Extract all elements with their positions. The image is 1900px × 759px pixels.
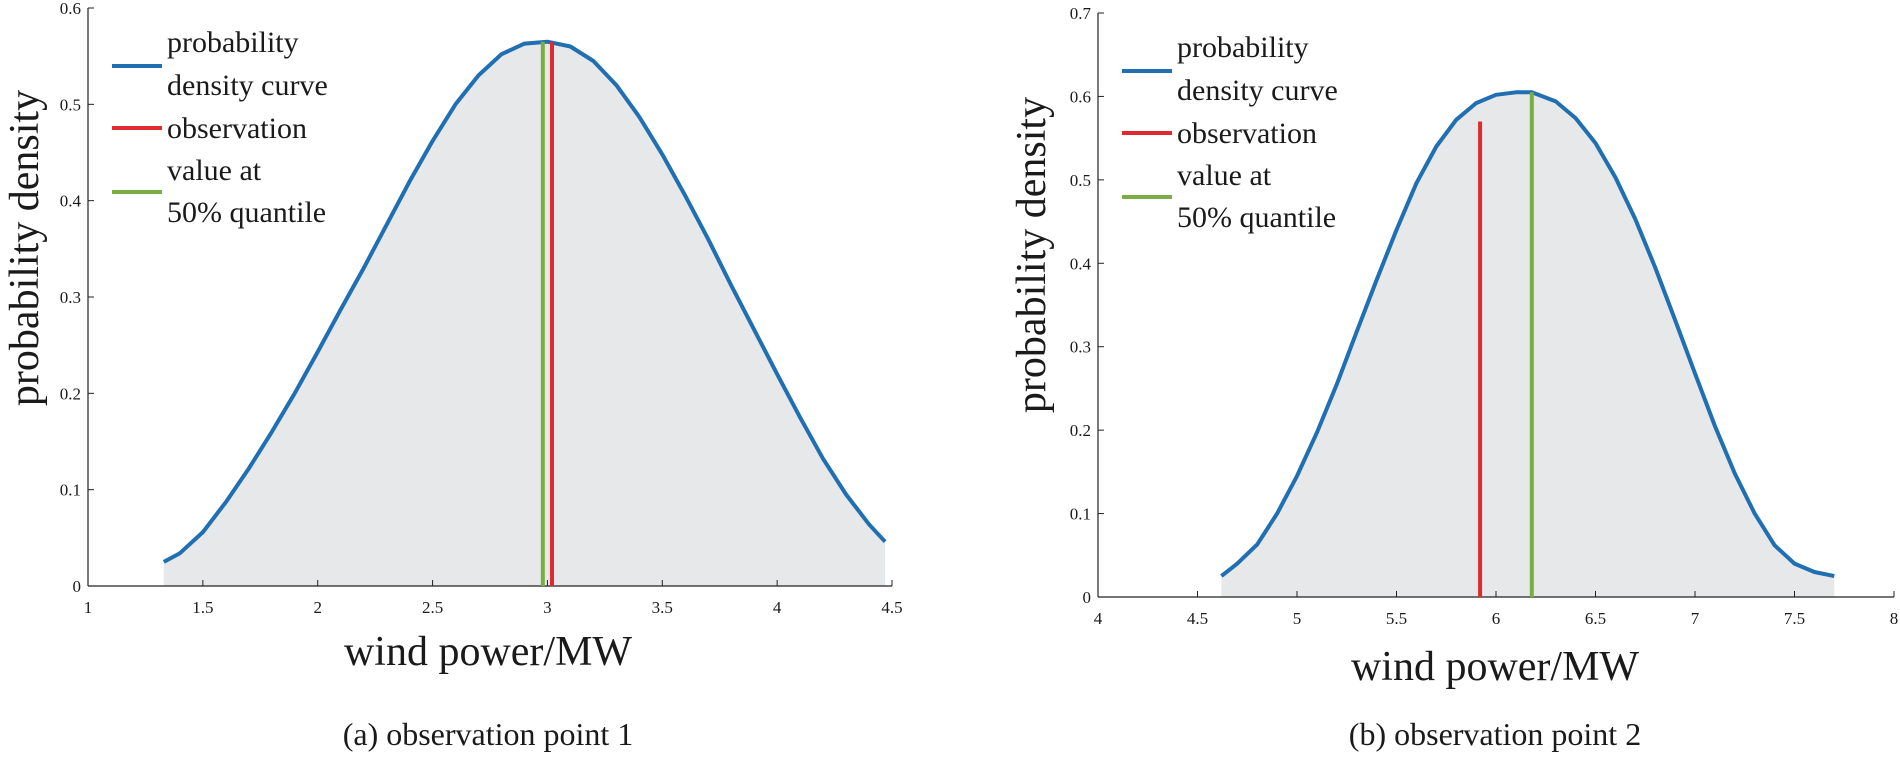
density-curve-line xyxy=(1220,90,1835,579)
tick-labels: 4 4.5 5 5.5 6 6.5 7 7.5 8 0 0.1 0.2 0.3 0.4 0.5 0.6 0.7 xyxy=(1070,4,1899,628)
legend-label: value at xyxy=(167,154,262,187)
y-tick-label: 0 xyxy=(73,577,82,596)
x-tick-label: 2 xyxy=(313,598,322,617)
y-tick-label: 0.2 xyxy=(60,384,81,403)
x-tick-label: 4 xyxy=(1094,609,1103,628)
axes xyxy=(87,7,893,587)
x-tick-label: 3.5 xyxy=(652,598,673,617)
legend: probability density curve observation value… xyxy=(1122,31,1338,234)
y-tick-label: 0.3 xyxy=(60,288,81,307)
x-tick-label: 4 xyxy=(773,598,782,617)
y-tick-label: 0.1 xyxy=(1070,505,1091,524)
y-tick-label: 0 xyxy=(1083,588,1092,607)
x-tick-label: 3 xyxy=(543,598,552,617)
tick-labels: 1 1.5 2 2.5 3 3.5 4 4.5 0 0.1 0.2 0.3 0.4 0.5 0.6 xyxy=(60,0,903,617)
y-tick-label: 0.2 xyxy=(1070,421,1091,440)
x-tick-label: 6.5 xyxy=(1585,609,1606,628)
x-tick-label: 6 xyxy=(1492,609,1501,628)
legend-label: observation xyxy=(1177,117,1317,150)
y-tick-label: 0.6 xyxy=(60,0,81,18)
x-tick-label: 1 xyxy=(84,598,93,617)
density-fill xyxy=(1221,92,1835,598)
density-curve xyxy=(162,39,887,564)
x-tick-label: 1.5 xyxy=(192,598,213,617)
legend-label: density curve xyxy=(167,69,328,102)
chart-panel-b: 4 4.5 5 5.5 6 6.5 7 7.5 800.10.20.30.40.50.60.7 … xyxy=(1009,4,1898,752)
x-tick-label: 5.5 xyxy=(1386,609,1407,628)
legend-label: value at xyxy=(1177,159,1272,192)
x-tick-label: 5 xyxy=(1293,609,1302,628)
x-tick-label: 4.5 xyxy=(881,598,902,617)
y-tick-label: 0.3 xyxy=(1070,338,1091,357)
vertical-lines xyxy=(540,41,555,586)
chart-panel-a: 1 1.5 2 2.5 3 3.5 4 4.5 0 0.1 0.2 0.3 0.4 0.5 0.6 prob… xyxy=(2,0,903,752)
legend-label: density curve xyxy=(1177,74,1338,107)
density-fill xyxy=(163,41,886,586)
legend: probability density curve observation value… xyxy=(112,26,328,229)
y-axis-label: probability density xyxy=(1009,97,1055,413)
density-fill-area xyxy=(1221,92,1835,598)
y-axis-label: probability density xyxy=(2,90,48,406)
y-tick-label: 0.6 xyxy=(1070,87,1091,106)
y-tick-label: 0.5 xyxy=(60,95,81,114)
x-tick-label: 7.5 xyxy=(1784,609,1805,628)
x-tick-label: 4.5 xyxy=(1187,609,1208,628)
x-tick-label: 7 xyxy=(1691,609,1700,628)
y-tick-label: 0.7 xyxy=(1070,4,1092,23)
x-tick-label: 8 xyxy=(1890,609,1899,628)
legend-label: 50% quantile xyxy=(167,196,326,229)
legend-label: observation xyxy=(167,112,307,145)
x-tick-label: 2.5 xyxy=(422,598,443,617)
x-axis-label: wind power/MW xyxy=(1351,644,1639,690)
caption-b: (b) observation point 2 xyxy=(1349,716,1641,752)
density-curve xyxy=(1220,90,1835,579)
x-axis-label: wind power/MW xyxy=(344,629,632,675)
vertical-lines xyxy=(1478,92,1534,597)
y-tick-label: 0.4 xyxy=(1070,254,1092,273)
legend-label: 50% quantile xyxy=(1177,201,1336,234)
legend-label: probability xyxy=(1177,31,1309,64)
y-tick-label: 0.1 xyxy=(60,481,81,500)
caption-a: (a) observation point 1 xyxy=(343,716,634,752)
legend-label: probability xyxy=(167,26,299,59)
y-tick-label: 0.4 xyxy=(60,192,82,211)
axes xyxy=(1097,12,1895,598)
density-fill-area xyxy=(163,41,886,586)
y-tick-label: 0.5 xyxy=(1070,171,1091,190)
density-curve-line xyxy=(162,39,887,564)
